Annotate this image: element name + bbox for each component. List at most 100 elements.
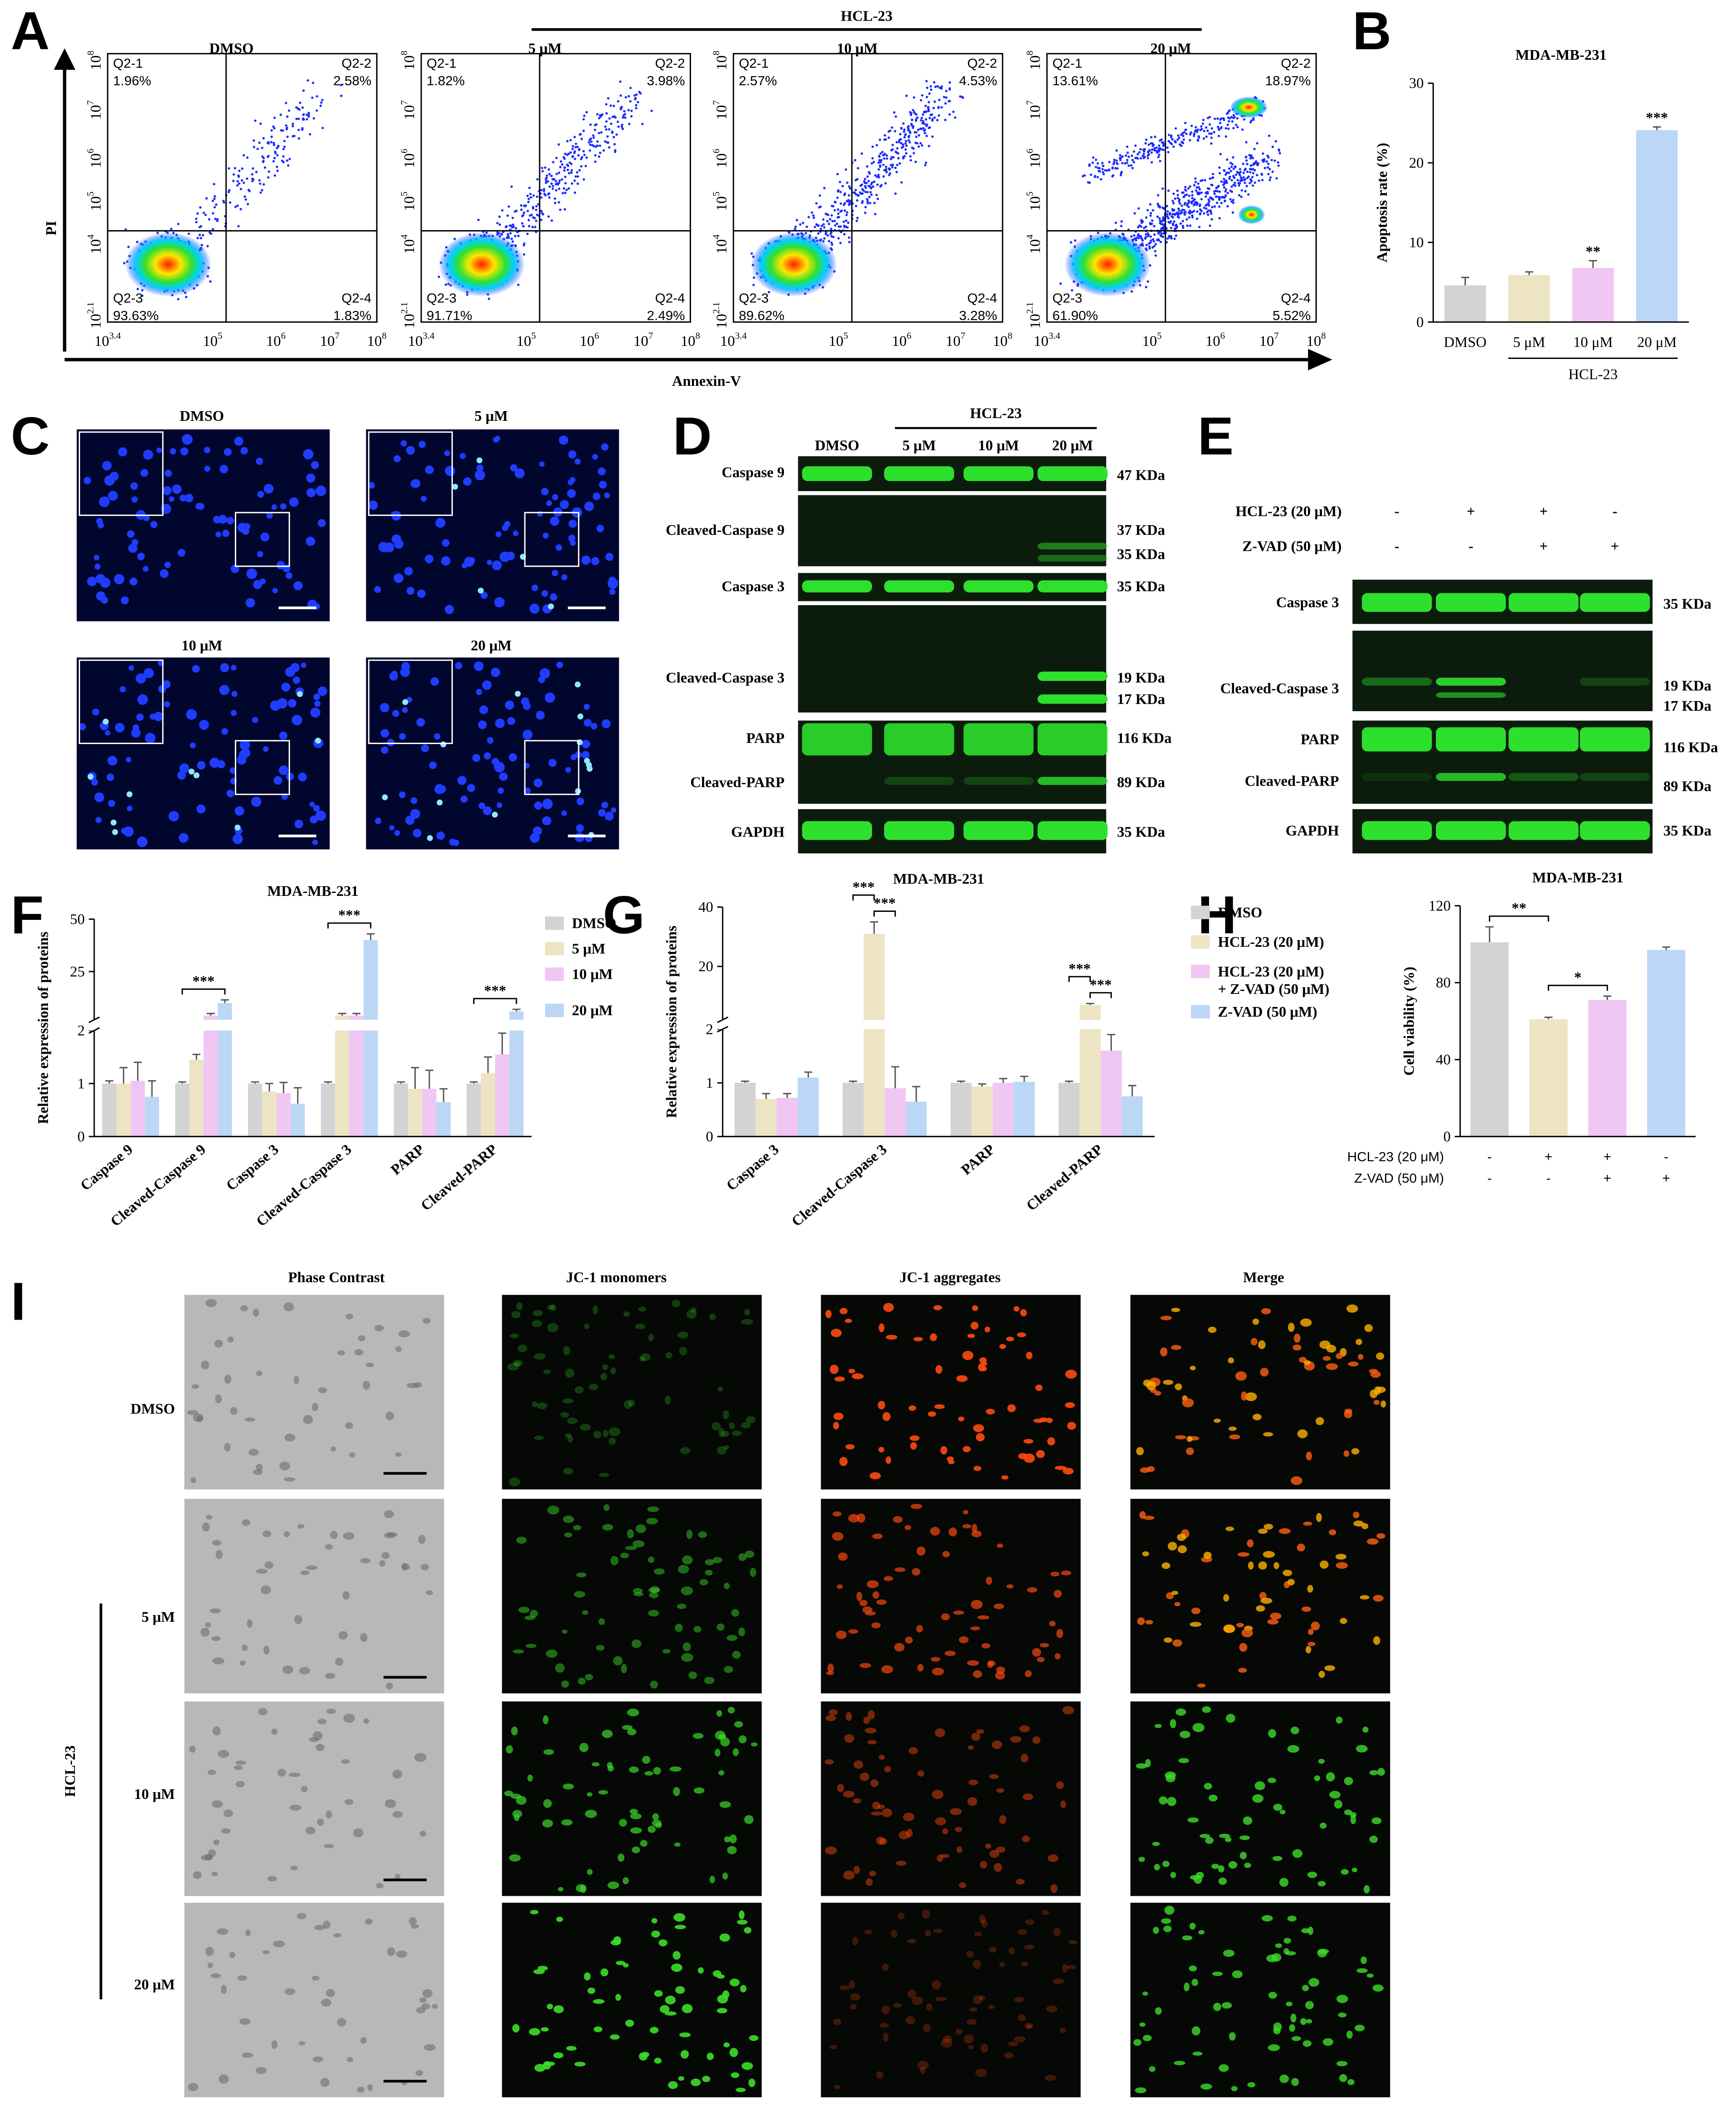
cell <box>1018 1453 1028 1459</box>
cell <box>1138 1857 1145 1862</box>
nucleus <box>190 742 196 749</box>
event <box>1150 151 1153 154</box>
cell <box>641 2052 649 2057</box>
cell <box>1047 1854 1059 1862</box>
cell <box>948 1527 957 1537</box>
nucleus <box>160 569 169 578</box>
event <box>286 159 289 162</box>
event <box>795 219 798 221</box>
event <box>582 118 585 121</box>
condition-sign: - <box>1546 1171 1551 1186</box>
cell <box>306 1565 318 1570</box>
event <box>558 201 561 204</box>
event <box>1145 216 1148 219</box>
cell <box>679 2032 691 2038</box>
nucleus <box>156 447 162 453</box>
event <box>576 146 579 149</box>
cell <box>833 1412 844 1420</box>
cell <box>1286 2001 1293 2006</box>
break-mark <box>717 1016 728 1023</box>
event <box>573 150 576 153</box>
cell <box>1343 1450 1349 1457</box>
tick-base: 10 <box>516 332 531 349</box>
event <box>1195 203 1198 206</box>
nucleus <box>313 805 320 812</box>
y-tick-label: 80 <box>1436 975 1451 991</box>
nucleus <box>121 596 129 605</box>
event <box>885 165 888 168</box>
size-label: 116 KDa <box>1117 730 1172 746</box>
event <box>1253 169 1256 172</box>
cell <box>256 1569 268 1574</box>
event <box>817 232 820 235</box>
event <box>908 141 911 144</box>
cell <box>1190 1365 1196 1371</box>
event <box>306 79 309 82</box>
y-tick-label: 2 <box>77 1023 85 1039</box>
cell <box>385 1411 394 1420</box>
cell <box>1297 1429 1308 1438</box>
nucleus <box>164 701 170 707</box>
event <box>617 100 619 103</box>
event <box>885 157 888 160</box>
nucleus <box>551 570 558 576</box>
event <box>1146 235 1149 238</box>
nucleus <box>96 518 103 525</box>
cell <box>704 1676 715 1684</box>
cell <box>834 1376 845 1382</box>
band <box>1362 677 1432 686</box>
cell <box>1268 1729 1276 1738</box>
event <box>1188 212 1191 215</box>
cell <box>512 1810 522 1818</box>
cell <box>1279 1809 1286 1814</box>
cell <box>651 1930 660 1938</box>
nucleus <box>310 707 321 718</box>
nucleus <box>570 540 576 546</box>
cell <box>1143 1379 1151 1387</box>
event <box>864 178 867 181</box>
band <box>963 580 1034 592</box>
event <box>1143 157 1145 159</box>
event <box>794 226 797 228</box>
cell <box>262 1950 270 1955</box>
event <box>1197 182 1200 185</box>
event <box>1204 195 1207 198</box>
event <box>535 205 538 208</box>
legend-swatch <box>1191 935 1210 949</box>
nucleus <box>144 668 154 678</box>
cell <box>1263 1524 1273 1530</box>
cell <box>311 1976 320 1981</box>
tick-label: 102.1 <box>711 302 730 329</box>
event <box>177 298 180 300</box>
event <box>554 183 557 186</box>
tick-exponent: 7 <box>399 100 409 105</box>
event <box>871 145 874 148</box>
event <box>1115 159 1118 162</box>
event <box>1250 119 1253 122</box>
cell <box>1245 1392 1257 1401</box>
cell <box>1336 1353 1343 1359</box>
event <box>511 216 514 219</box>
nucleus <box>234 806 245 816</box>
cell <box>1190 1875 1200 1880</box>
cell <box>609 1427 621 1437</box>
event <box>1160 223 1163 226</box>
cell <box>932 1668 944 1676</box>
cell <box>1236 1623 1244 1628</box>
cell <box>829 2045 837 2049</box>
event <box>839 242 842 244</box>
legend-swatch <box>545 1004 564 1017</box>
event <box>877 161 880 164</box>
nucleus <box>120 686 126 693</box>
nucleus <box>143 566 149 572</box>
event <box>925 80 928 82</box>
density <box>125 232 212 297</box>
y-tick-label: 30 <box>1409 75 1424 91</box>
event <box>291 122 294 125</box>
event <box>1106 169 1109 172</box>
event <box>588 138 591 141</box>
event <box>1151 246 1154 249</box>
cell <box>1304 1360 1311 1365</box>
apoptotic-nucleus <box>440 741 447 748</box>
event <box>1101 168 1104 170</box>
